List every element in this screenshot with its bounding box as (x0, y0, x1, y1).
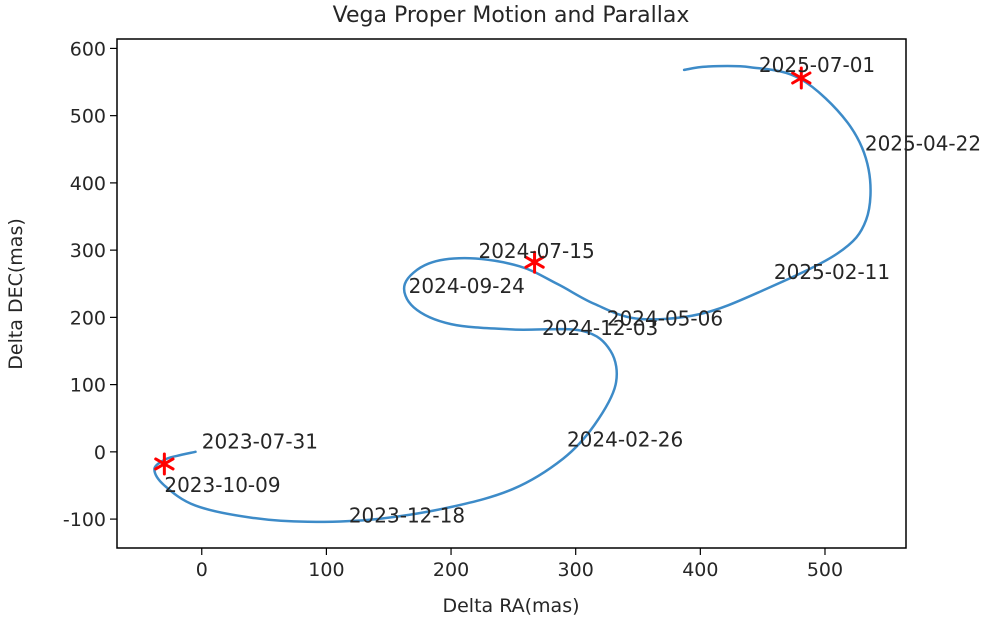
y-tick-label: 200 (70, 307, 106, 329)
y-tick-label: 300 (70, 240, 106, 262)
x-tick-label: 500 (807, 559, 843, 581)
date-annotation: 2024-07-15 (478, 239, 594, 263)
date-annotation: 2024-02-26 (567, 427, 683, 451)
y-axis-ticks: -100 0 100 200 300 400 500 600 (63, 38, 117, 531)
date-annotation: 2025-04-22 (865, 132, 981, 156)
y-tick-label: 0 (94, 442, 106, 464)
date-annotation: 2024-05-06 (607, 306, 723, 330)
y-tick-label: 400 (70, 173, 106, 195)
y-tick-label: 500 (70, 106, 106, 128)
star-marker (524, 250, 545, 274)
x-tick-label: 300 (558, 559, 594, 581)
x-tick-label: 0 (196, 559, 208, 581)
x-tick-label: 400 (682, 559, 718, 581)
star-marker (791, 66, 812, 90)
star-marker (154, 452, 175, 476)
chart-title: Vega Proper Motion and Parallax (333, 3, 690, 28)
trajectory-line (153, 64, 872, 524)
x-tick-label: 200 (433, 559, 469, 581)
date-annotation: 2023-07-31 (202, 429, 318, 453)
x-axis-label: Delta RA(mas) (442, 595, 579, 617)
date-annotation: 2023-10-09 (164, 473, 280, 497)
date-annotation: 2024-12-03 (542, 316, 658, 340)
date-annotation: 2024-09-24 (409, 274, 525, 298)
x-axis-ticks: 0 100 200 300 400 500 (196, 548, 843, 581)
date-annotation: 2025-07-01 (759, 53, 875, 77)
x-tick-label: 100 (308, 559, 344, 581)
y-axis-label: Delta DEC(mas) (5, 218, 27, 370)
date-annotation: 2023-12-18 (349, 503, 465, 527)
date-annotations: 2023-07-31 2023-10-09 2023-12-18 2024-02-26… (164, 53, 981, 528)
plot-area (116, 38, 907, 549)
y-tick-label: -100 (63, 509, 106, 531)
date-annotation: 2025-02-11 (774, 260, 890, 284)
y-tick-label: 100 (70, 375, 106, 397)
date-markers (154, 66, 812, 476)
y-tick-label: 600 (70, 38, 106, 60)
